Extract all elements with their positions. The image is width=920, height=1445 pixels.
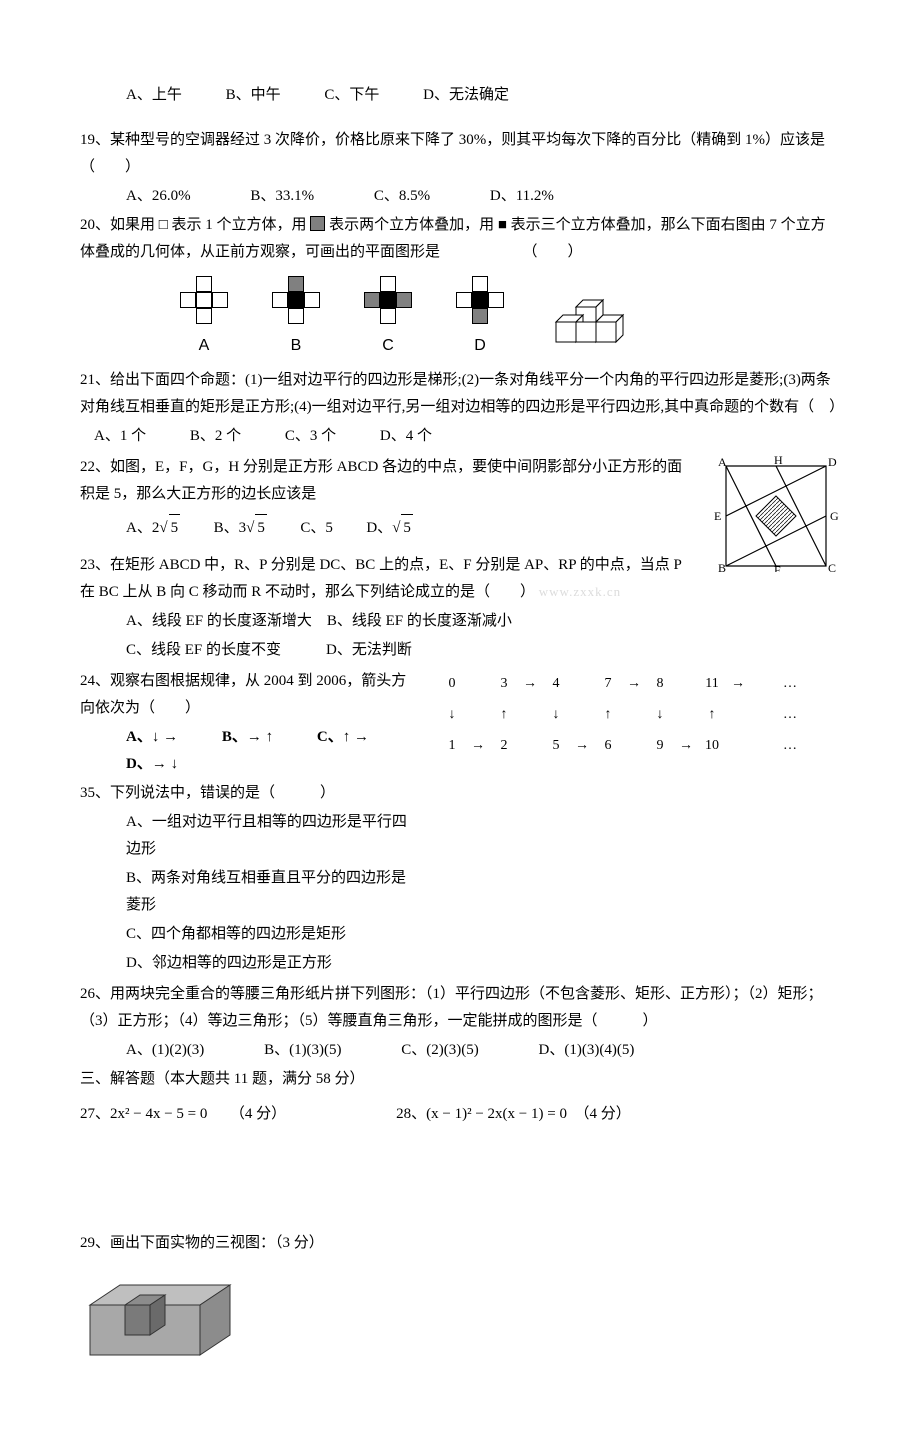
q21-opt-a: A、1 个 [94, 423, 146, 450]
svg-text:C: C [828, 561, 836, 572]
q24-opt-a: A、↓ → [126, 724, 178, 751]
q20-label-b: B [291, 332, 302, 361]
q25-c: C、四个角都相等的四边形是矩形 [126, 926, 346, 942]
q22-stem: 22、如图，E，F，G，H 分别是正方形 ABCD 各边的中点，要使中间阴影部分… [80, 459, 682, 502]
q21-opt-b: B、2 个 [190, 423, 241, 450]
q23-opts2: C、线段 EF 的长度不变 D、无法判断 [126, 642, 412, 658]
q24-arrow-diagram: 03→47→811→…↓↑↓↑↓↑…1→25→69→10… [434, 666, 808, 764]
q23-opts1: A、线段 EF 的长度逐渐增大 B、线段 EF 的长度逐渐减小 [126, 613, 512, 629]
q26-opt-b: B、(1)(3)(5) [264, 1037, 341, 1064]
q20-fig-b [272, 276, 320, 324]
q19-stem: 19、某种型号的空调器经过 3 次降价，价格比原来下降了 30%，则其平均每次下… [80, 132, 825, 175]
q26-opt-d: D、(1)(3)(4)(5) [539, 1037, 635, 1064]
q18-opt-c: C、下午 [324, 82, 379, 109]
q20-fig-d [456, 276, 504, 324]
q26-stem: 26、用两块完全重合的等腰三角形纸片拼下列图形：（1）平行四边形（不包含菱形、矩… [80, 986, 823, 1029]
q20-solid-icon [548, 277, 633, 347]
svg-text:E: E [714, 509, 721, 523]
q20-fig-a [180, 276, 228, 324]
q19-opt-b: B、33.1% [250, 183, 314, 210]
q20-label-d: D [474, 332, 486, 361]
watermark-text: www.zxxk.cn [539, 584, 621, 599]
q20-label-c: C [382, 332, 394, 361]
q28-eq: 28、(x − 1)² − 2x(x − 1) = 0 （4 分） [396, 1101, 631, 1128]
svg-text:D: D [828, 455, 837, 469]
q19-opt-d: D、11.2% [490, 183, 554, 210]
q29-stem: 29、画出下面实物的三视图：（3 分） [80, 1235, 324, 1251]
q26-opt-a: A、(1)(2)(3) [126, 1037, 204, 1064]
q19-opt-c: C、8.5% [374, 183, 430, 210]
q29-solid-icon [80, 1265, 250, 1375]
q25-a: A、一组对边平行且相等的四边形是平行四边形 [126, 814, 407, 857]
q20-figure-row: A B C D [80, 276, 840, 361]
svg-text:A: A [718, 455, 727, 469]
section3-title: 三、解答题（本大题共 11 题，满分 58 分） [80, 1071, 364, 1087]
q19-opt-a: A、26.0% [126, 183, 191, 210]
q21-stem: 21、给出下面四个命题：(1)一组对边平行的四边形是梯形;(2)一条对角线平分一… [80, 372, 844, 415]
q25-stem: 35、下列说法中，错误的是（ ） [80, 785, 335, 801]
q27-eq: 27、2x² − 4x − 5 = 0 （4 分） [80, 1101, 286, 1128]
svg-text:F: F [774, 563, 781, 572]
q22-opt-c: C、5 [300, 520, 333, 536]
svg-text:B: B [718, 561, 726, 572]
q20-stem-a: 20、如果用 □ 表示 1 个立方体，用 [80, 217, 307, 233]
q22-figure: A H D E G B F C [712, 452, 840, 572]
svg-text:H: H [774, 453, 783, 467]
q21-opt-c: C、3 个 [285, 423, 336, 450]
svg-text:G: G [830, 509, 839, 523]
q24-opt-d: D、→ ↓ [126, 751, 178, 778]
q25-d: D、邻边相等的四边形是正方形 [126, 955, 332, 971]
q24-stem: 24、观察右图根据规律，从 2004 到 2006，箭头方向依次为（ ） [80, 673, 406, 716]
q21-opt-d: D、4 个 [380, 423, 432, 450]
q18-opt-b: B、中午 [226, 82, 281, 109]
q25-b: B、两条对角线互相垂直且平分的四边形是菱形 [126, 870, 406, 913]
q24-opt-c: C、↑ → [317, 724, 369, 751]
q26-opt-c: C、(2)(3)(5) [401, 1037, 478, 1064]
q22-opt-b: B、3√5 [214, 520, 267, 536]
q20-label-a: A [199, 332, 210, 361]
q20-fig-c [364, 276, 412, 324]
gray-square-icon [310, 216, 325, 231]
q22-opt-d: D、√5 [366, 520, 413, 536]
q18-opt-a: A、上午 [126, 82, 182, 109]
q18-opt-d: D、无法确定 [423, 82, 509, 109]
q24-opt-b: B、→ ↑ [222, 724, 273, 751]
q22-opt-a: A、2√5 [126, 520, 180, 536]
